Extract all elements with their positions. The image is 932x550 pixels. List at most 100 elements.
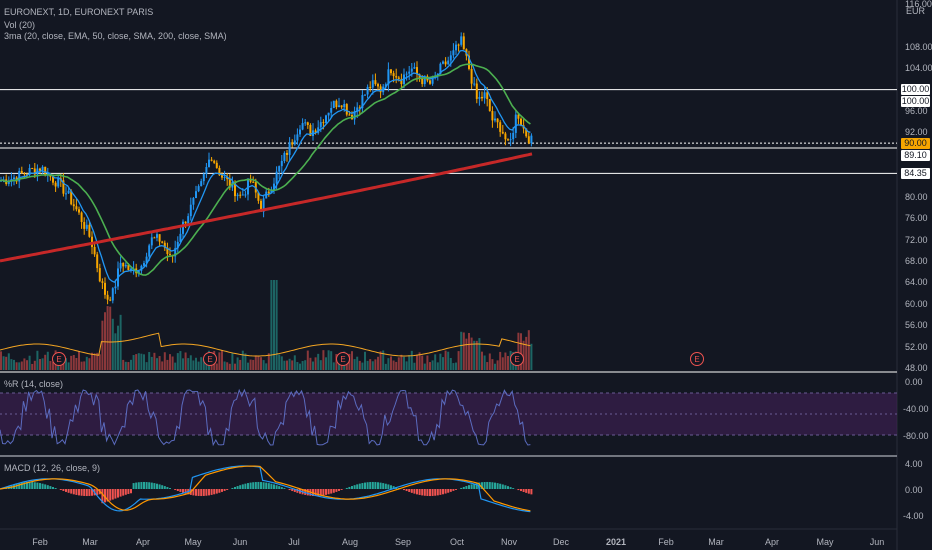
volume-bar [457,351,460,370]
macd-histogram-bar [184,489,187,494]
candle-body [153,237,156,239]
candle-body [275,171,278,184]
volume-bar [83,361,86,370]
macd-histogram-bar [148,482,151,489]
last-price-tag: 90.00 [901,138,930,149]
macd-histogram-bar [85,489,88,497]
macd-histogram-bar [223,489,226,491]
macd-histogram-bar [442,489,444,495]
macd-histogram-bar [137,482,140,489]
macd-histogram-bar [431,489,434,496]
macd-histogram-bar [65,489,67,492]
volume-bar [405,361,408,370]
volume-bar [252,359,255,370]
volume-bar [465,338,468,370]
candle-body [301,123,304,130]
candle-body [44,166,47,176]
volume-bar [153,352,156,370]
volume-bar [322,350,325,370]
candle-body [379,86,382,93]
macd-histogram-bar [340,489,343,490]
macd-histogram-bar [18,483,21,489]
volume-bar [119,314,122,370]
candle-body [187,216,190,224]
candle-body [475,83,478,99]
volume-bar [280,356,283,370]
earnings-marker [52,352,66,366]
macd-histogram-bar [226,489,229,490]
candle-body [140,265,143,271]
volume-bar [340,363,343,370]
candle-body [236,194,239,197]
macd-histogram-bar [374,482,377,489]
macd-histogram-bar [460,487,463,489]
candle-body [234,182,236,197]
candle-body [119,262,122,269]
candle-body [174,248,177,257]
macd-histogram-bar [413,489,416,494]
volume-bar [293,355,296,370]
macd-histogram-bar [161,485,164,489]
candle-body [421,78,424,85]
candle-body [408,71,411,74]
volume-bar [163,352,166,370]
macd-histogram-bar [111,489,114,500]
price-tag-8435: 84.35 [901,168,930,179]
volume-bar [291,360,294,370]
macd-histogram-bar [33,482,36,489]
macd-histogram-bar [377,482,379,489]
candle-body [416,67,418,75]
earnings-marker [203,352,217,366]
time-axis-label: Oct [449,537,465,547]
time-axis-label: May [184,537,202,547]
earnings-marker-label: E [56,355,61,364]
candle-body [28,168,31,175]
volume-bar [114,333,117,370]
macd-histogram-bar [117,489,119,498]
macd-histogram-bar [267,483,270,489]
candle-body [221,175,223,178]
volume-bar [52,361,54,370]
macd-histogram-bar [527,489,530,494]
volume-bar [127,362,130,370]
volume-bar [488,353,491,370]
candle-body [195,191,197,199]
price-tick: 92.00 [905,127,928,138]
time-axis-label: Dec [552,537,570,547]
candle-body [244,194,247,196]
macd-histogram-bar [499,483,502,489]
candle-body [330,108,333,113]
candle-body [241,194,244,196]
volume-bar [496,360,499,370]
volume-bar [140,353,143,370]
macd-histogram-bar [130,489,132,494]
volume-bar [249,359,252,370]
volume-bar [80,361,83,370]
candle-body [228,179,231,188]
macd-histogram-bar [46,485,49,489]
macd-histogram-bar [231,487,234,489]
macd-histogram-bar [530,489,533,495]
macd-histogram-bar [101,489,104,504]
volume-bar [462,332,465,370]
volume-bar [10,359,13,370]
macd-histogram-bar [127,489,130,494]
candle-body [96,254,99,269]
macd-histogram-bar [306,489,309,496]
candle-body [148,245,151,257]
volume-bar [231,352,234,370]
volume-bar [161,361,164,370]
earnings-marker-label: E [340,355,345,364]
candle-body [169,253,171,255]
earnings-marker-label: E [514,355,519,364]
macd-histogram-bar [280,487,283,489]
volume-bar [283,360,286,370]
candle-body [460,36,463,45]
macd-histogram-bar [218,489,221,493]
volume-bar [296,362,299,370]
macd-histogram-bar [426,489,429,496]
candle-body [41,166,44,171]
candle-body [111,288,114,301]
macd-histogram-bar [145,482,148,489]
